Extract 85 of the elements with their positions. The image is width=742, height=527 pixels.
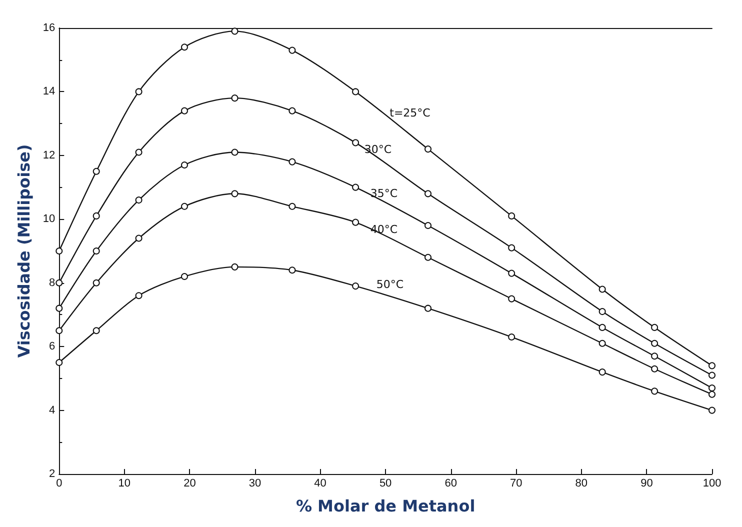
point — [651, 324, 658, 331]
point — [231, 148, 238, 156]
point — [598, 324, 606, 331]
point — [92, 212, 100, 220]
point — [92, 248, 100, 254]
point — [352, 184, 360, 191]
series-label: 40°C — [370, 222, 398, 236]
y-tick-label: 6 — [49, 340, 56, 353]
point — [508, 270, 516, 277]
y-tick-label: 8 — [49, 276, 56, 289]
x-tick-label: 100 — [702, 478, 722, 490]
point — [180, 161, 188, 168]
point — [508, 334, 516, 341]
point — [288, 158, 296, 166]
point — [288, 46, 296, 54]
point — [135, 234, 142, 242]
x-tick-label: 70 — [510, 478, 522, 490]
y-tick-label: 16 — [42, 22, 56, 34]
point — [708, 406, 716, 414]
x-axis-title: % Molar de Metanol — [296, 496, 476, 516]
point — [135, 148, 142, 156]
point — [180, 44, 188, 51]
point — [231, 263, 238, 270]
x-tick-label: 90 — [640, 478, 653, 490]
point — [180, 107, 188, 114]
point — [352, 282, 360, 290]
point — [598, 340, 606, 347]
point — [288, 202, 296, 210]
point — [651, 388, 658, 395]
point — [598, 368, 606, 376]
point — [92, 279, 100, 286]
x-tick-label: 0 — [56, 478, 62, 490]
x-tick-label: 20 — [184, 478, 196, 490]
point — [135, 292, 142, 300]
point — [56, 248, 63, 254]
x-tick-label: 40 — [314, 478, 326, 490]
point — [288, 266, 296, 274]
point — [352, 88, 360, 96]
point — [708, 390, 716, 398]
x-tick-label: 60 — [444, 478, 457, 490]
x-tick-label: 50 — [379, 478, 392, 490]
point — [424, 190, 432, 198]
point — [231, 94, 238, 102]
point — [135, 88, 142, 96]
point — [180, 272, 188, 280]
series-label: 35°C — [370, 187, 398, 200]
point — [651, 365, 658, 372]
x-tick-label: 10 — [118, 478, 131, 490]
point — [135, 196, 142, 204]
point — [56, 327, 63, 334]
x-tick-label: 30 — [248, 478, 262, 490]
point — [651, 340, 658, 347]
y-tick-label: 12 — [42, 149, 56, 162]
y-tick-label: 14 — [42, 86, 56, 98]
point — [424, 254, 432, 261]
point — [231, 190, 238, 198]
point — [651, 352, 658, 360]
point — [288, 107, 296, 114]
y-axis-title: Viscosidade (Millipoise) — [14, 144, 34, 358]
series-label: t=25°C — [390, 106, 431, 120]
point — [352, 218, 360, 226]
point — [598, 286, 606, 293]
point — [424, 146, 432, 153]
point — [508, 244, 516, 252]
point — [352, 139, 360, 146]
series-label: 50°C — [376, 278, 404, 291]
point — [424, 222, 432, 230]
x-tick-label: 80 — [575, 478, 588, 490]
point — [708, 384, 716, 392]
point — [708, 362, 716, 370]
point — [56, 359, 63, 366]
point — [180, 202, 188, 210]
point — [708, 372, 716, 379]
point — [424, 304, 432, 312]
point — [508, 295, 516, 302]
point — [92, 327, 100, 334]
point — [92, 168, 100, 175]
y-tick-label: 10 — [42, 213, 56, 226]
point — [231, 28, 238, 35]
y-tick-label: 2 — [49, 468, 56, 480]
y-tick-label: 4 — [49, 404, 56, 416]
series-label: 30°C — [364, 143, 392, 156]
point — [56, 304, 63, 312]
point — [598, 308, 606, 316]
point — [508, 212, 516, 220]
